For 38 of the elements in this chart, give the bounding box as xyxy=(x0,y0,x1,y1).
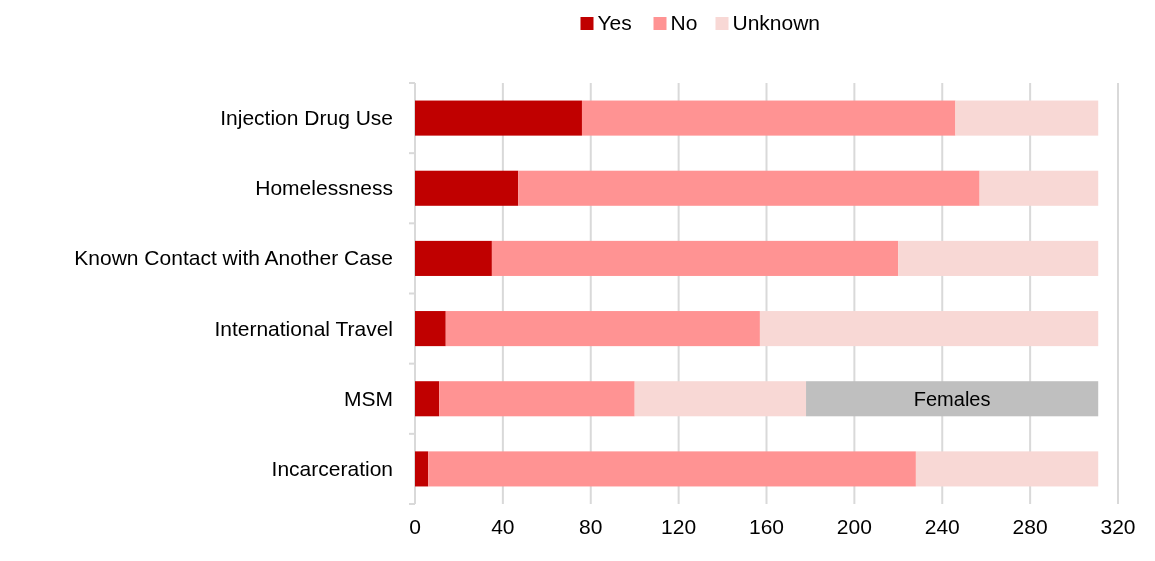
y-tick-label: Injection Drug Use xyxy=(220,106,393,130)
bar xyxy=(428,451,916,487)
bar xyxy=(581,100,956,136)
y-tick-label: Known Contact with Another Case xyxy=(74,246,393,270)
bar xyxy=(898,240,1099,276)
bar xyxy=(415,451,429,487)
x-tick-label: 320 xyxy=(1100,515,1136,538)
bar xyxy=(415,100,582,136)
bar xyxy=(806,381,1099,417)
y-tick-label: Incarceration xyxy=(271,456,393,480)
x-tick-label: 0 xyxy=(409,515,421,538)
legend-label: Yes xyxy=(597,11,632,34)
x-tick-label: 280 xyxy=(1012,515,1048,538)
bar xyxy=(415,311,446,347)
x-tick-label: 40 xyxy=(491,515,515,538)
x-tick-label: 120 xyxy=(661,515,697,538)
x-tick-label: 160 xyxy=(748,515,785,538)
bar xyxy=(518,170,980,206)
bar xyxy=(634,381,807,417)
x-tick-label: 240 xyxy=(924,515,960,538)
bar xyxy=(915,451,1099,487)
y-tick-label: Homelessness xyxy=(255,176,393,200)
bar xyxy=(415,240,492,276)
bar xyxy=(415,170,519,206)
series-label: Females xyxy=(913,387,991,410)
y-tick-label: International Travel xyxy=(214,316,393,340)
legend-label: No xyxy=(670,11,698,34)
bar xyxy=(955,100,1099,136)
bar xyxy=(491,240,899,276)
x-tick-label: 200 xyxy=(836,515,872,538)
bar xyxy=(439,381,635,417)
bar xyxy=(445,311,760,347)
x-tick-label: 80 xyxy=(579,515,603,538)
y-tick-label: MSM xyxy=(344,386,393,410)
legend-label: Unknown xyxy=(732,11,821,34)
bar xyxy=(979,170,1099,206)
bar xyxy=(415,381,440,417)
bar xyxy=(759,311,1099,347)
